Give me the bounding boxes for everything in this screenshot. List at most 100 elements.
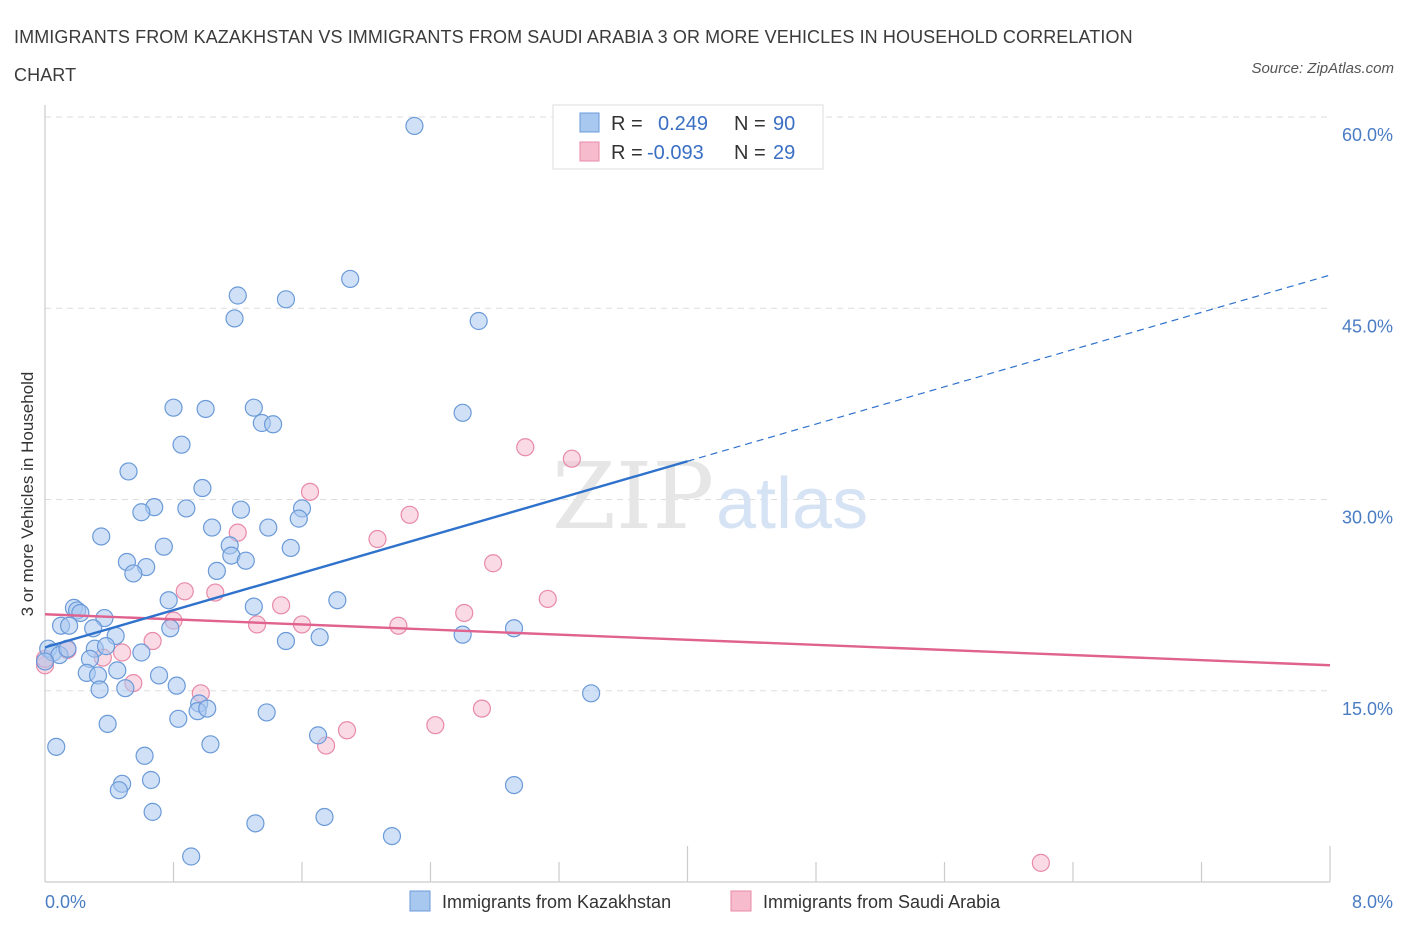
kazakhstan-point xyxy=(259,518,278,537)
kazakhstan-point xyxy=(182,847,201,866)
kazakhstan-point xyxy=(135,746,154,765)
saudi-point xyxy=(484,554,503,573)
kazakhstan-point xyxy=(276,631,296,651)
y-tick-label: 60.0% xyxy=(1342,125,1393,145)
saudi-point xyxy=(389,616,408,635)
x-tick-label-max: 8.0% xyxy=(1352,892,1393,912)
kazakhstan-point xyxy=(225,309,244,328)
kazakhstan-point xyxy=(193,478,212,498)
saudi-point xyxy=(472,699,491,718)
kazakhstan-point xyxy=(169,709,188,728)
kazakhstan-point xyxy=(59,616,79,635)
y-tick-labels: 15.0% 30.0% 45.0% 60.0% xyxy=(1342,125,1393,719)
saudi-point xyxy=(1031,853,1050,872)
kazakhstan-point xyxy=(228,286,247,305)
kazakhstan-point xyxy=(143,802,162,821)
bottom-legend: Immigrants from Kazakhstan Immigrants fr… xyxy=(409,890,1001,912)
kazakhstan-point xyxy=(108,661,127,680)
kazakhstan-point xyxy=(310,628,329,647)
kazakhstan-point xyxy=(124,564,143,583)
kazakhstan-point xyxy=(201,735,220,754)
source-label: Source: ZipAtlas.com xyxy=(1251,60,1394,77)
saudi-trend-line xyxy=(44,613,1331,667)
kazakhstan-point xyxy=(90,680,109,699)
kazakhstan-point xyxy=(281,538,300,558)
legend-n-value-saudi: 29 xyxy=(773,142,795,164)
y-tick-label: 30.0% xyxy=(1342,508,1393,528)
kazakhstan-point xyxy=(149,666,169,685)
watermark-atlas: atlas xyxy=(716,464,868,544)
kazakhstan-point xyxy=(177,499,196,518)
legend-r-label-kazakhstan: R = xyxy=(611,113,643,135)
kazakhstan-point xyxy=(231,500,251,519)
kazakhstan-point xyxy=(308,726,328,745)
kazakhstan-point xyxy=(382,826,402,846)
bottom-legend-label-kazakhstan: Immigrants from Kazakhstan xyxy=(442,892,671,912)
kazakhstan-point xyxy=(469,311,488,331)
kazakhstan-point xyxy=(246,814,265,833)
y-tick-label: 15.0% xyxy=(1342,699,1393,719)
kazakhstan-trend-extension xyxy=(687,274,1331,462)
kazakhstan-point xyxy=(35,652,55,671)
kazakhstan-point xyxy=(92,527,111,546)
trend-lines xyxy=(44,274,1331,667)
saudi-point xyxy=(247,615,267,634)
legend-box: R = 0.249 N = 90 R = -0.093 N = 29 xyxy=(552,104,824,170)
kazakhstan-point xyxy=(154,537,173,556)
kazakhstan-point xyxy=(116,679,135,698)
kazakhstan-point xyxy=(98,714,117,734)
saudi-point xyxy=(143,631,162,651)
legend-r-value-saudi: -0.093 xyxy=(647,142,704,164)
kazakhstan-point xyxy=(109,781,128,800)
kazakhstan-point xyxy=(119,462,138,481)
saudi-point xyxy=(562,449,581,468)
legend-r-value-kazakhstan: 0.249 xyxy=(658,113,708,135)
kazakhstan-point xyxy=(276,290,296,309)
kazakhstan-point xyxy=(244,398,263,417)
kazakhstan-point xyxy=(244,597,263,616)
kazakhstan-point xyxy=(132,643,151,662)
kazakhstan-point xyxy=(198,699,217,718)
bottom-legend-swatch-saudi xyxy=(730,890,752,912)
y-axis-label: 3 or more Vehicles in Household xyxy=(18,372,37,617)
saudi-point xyxy=(112,643,132,662)
kazakhstan-point xyxy=(141,770,161,790)
legend-swatch-saudi xyxy=(579,141,600,162)
legend-n-value-kazakhstan: 90 xyxy=(773,113,795,135)
x-tick-marks xyxy=(172,846,1331,882)
kazakhstan-point xyxy=(207,561,226,581)
chart-title: IMMIGRANTS FROM KAZAKHSTAN VS IMMIGRANTS… xyxy=(14,27,1133,85)
saudi-point xyxy=(400,505,419,524)
saudi-point xyxy=(300,482,320,501)
gridlines xyxy=(45,116,1330,692)
saudi-point xyxy=(538,589,557,609)
saudi-point xyxy=(426,716,445,735)
legend-n-label-kazakhstan: N = xyxy=(734,113,766,135)
y-tick-label: 45.0% xyxy=(1342,316,1393,336)
saudi-point xyxy=(337,721,357,740)
kazakhstan-point xyxy=(315,807,334,827)
legend-swatch-kazakhstan xyxy=(579,112,600,133)
saudi-point xyxy=(516,438,535,457)
saudi-point xyxy=(368,529,387,549)
kazakhstan-point xyxy=(504,775,524,795)
kazakhstan-point xyxy=(582,684,601,703)
kazakhstan-point xyxy=(453,403,472,422)
legend-r-label-saudi: R = xyxy=(611,142,643,164)
kazakhstan-point xyxy=(328,591,347,610)
kazakhstan-point xyxy=(47,737,66,756)
kazakhstan-point xyxy=(159,591,178,610)
kazakhstan-point xyxy=(341,269,360,289)
bottom-legend-swatch-kazakhstan xyxy=(409,890,431,912)
x-tick-label-min: 0.0% xyxy=(45,892,86,912)
kazakhstan-point xyxy=(71,603,90,623)
kazakhstan-point xyxy=(172,435,191,454)
kazakhstan-point xyxy=(453,625,472,644)
kazakhstan-trend-line xyxy=(44,460,688,649)
bottom-legend-label-saudi: Immigrants from Saudi Arabia xyxy=(763,892,1001,912)
kazakhstan-point xyxy=(263,415,283,434)
saudi-point xyxy=(455,603,474,623)
saudi-point xyxy=(175,582,194,601)
kazakhstan-point xyxy=(161,619,180,638)
